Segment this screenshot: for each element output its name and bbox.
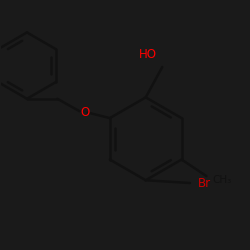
- Text: CH₃: CH₃: [212, 175, 231, 185]
- Text: HO: HO: [139, 48, 157, 62]
- Text: O: O: [80, 106, 90, 119]
- Text: Br: Br: [198, 176, 211, 190]
